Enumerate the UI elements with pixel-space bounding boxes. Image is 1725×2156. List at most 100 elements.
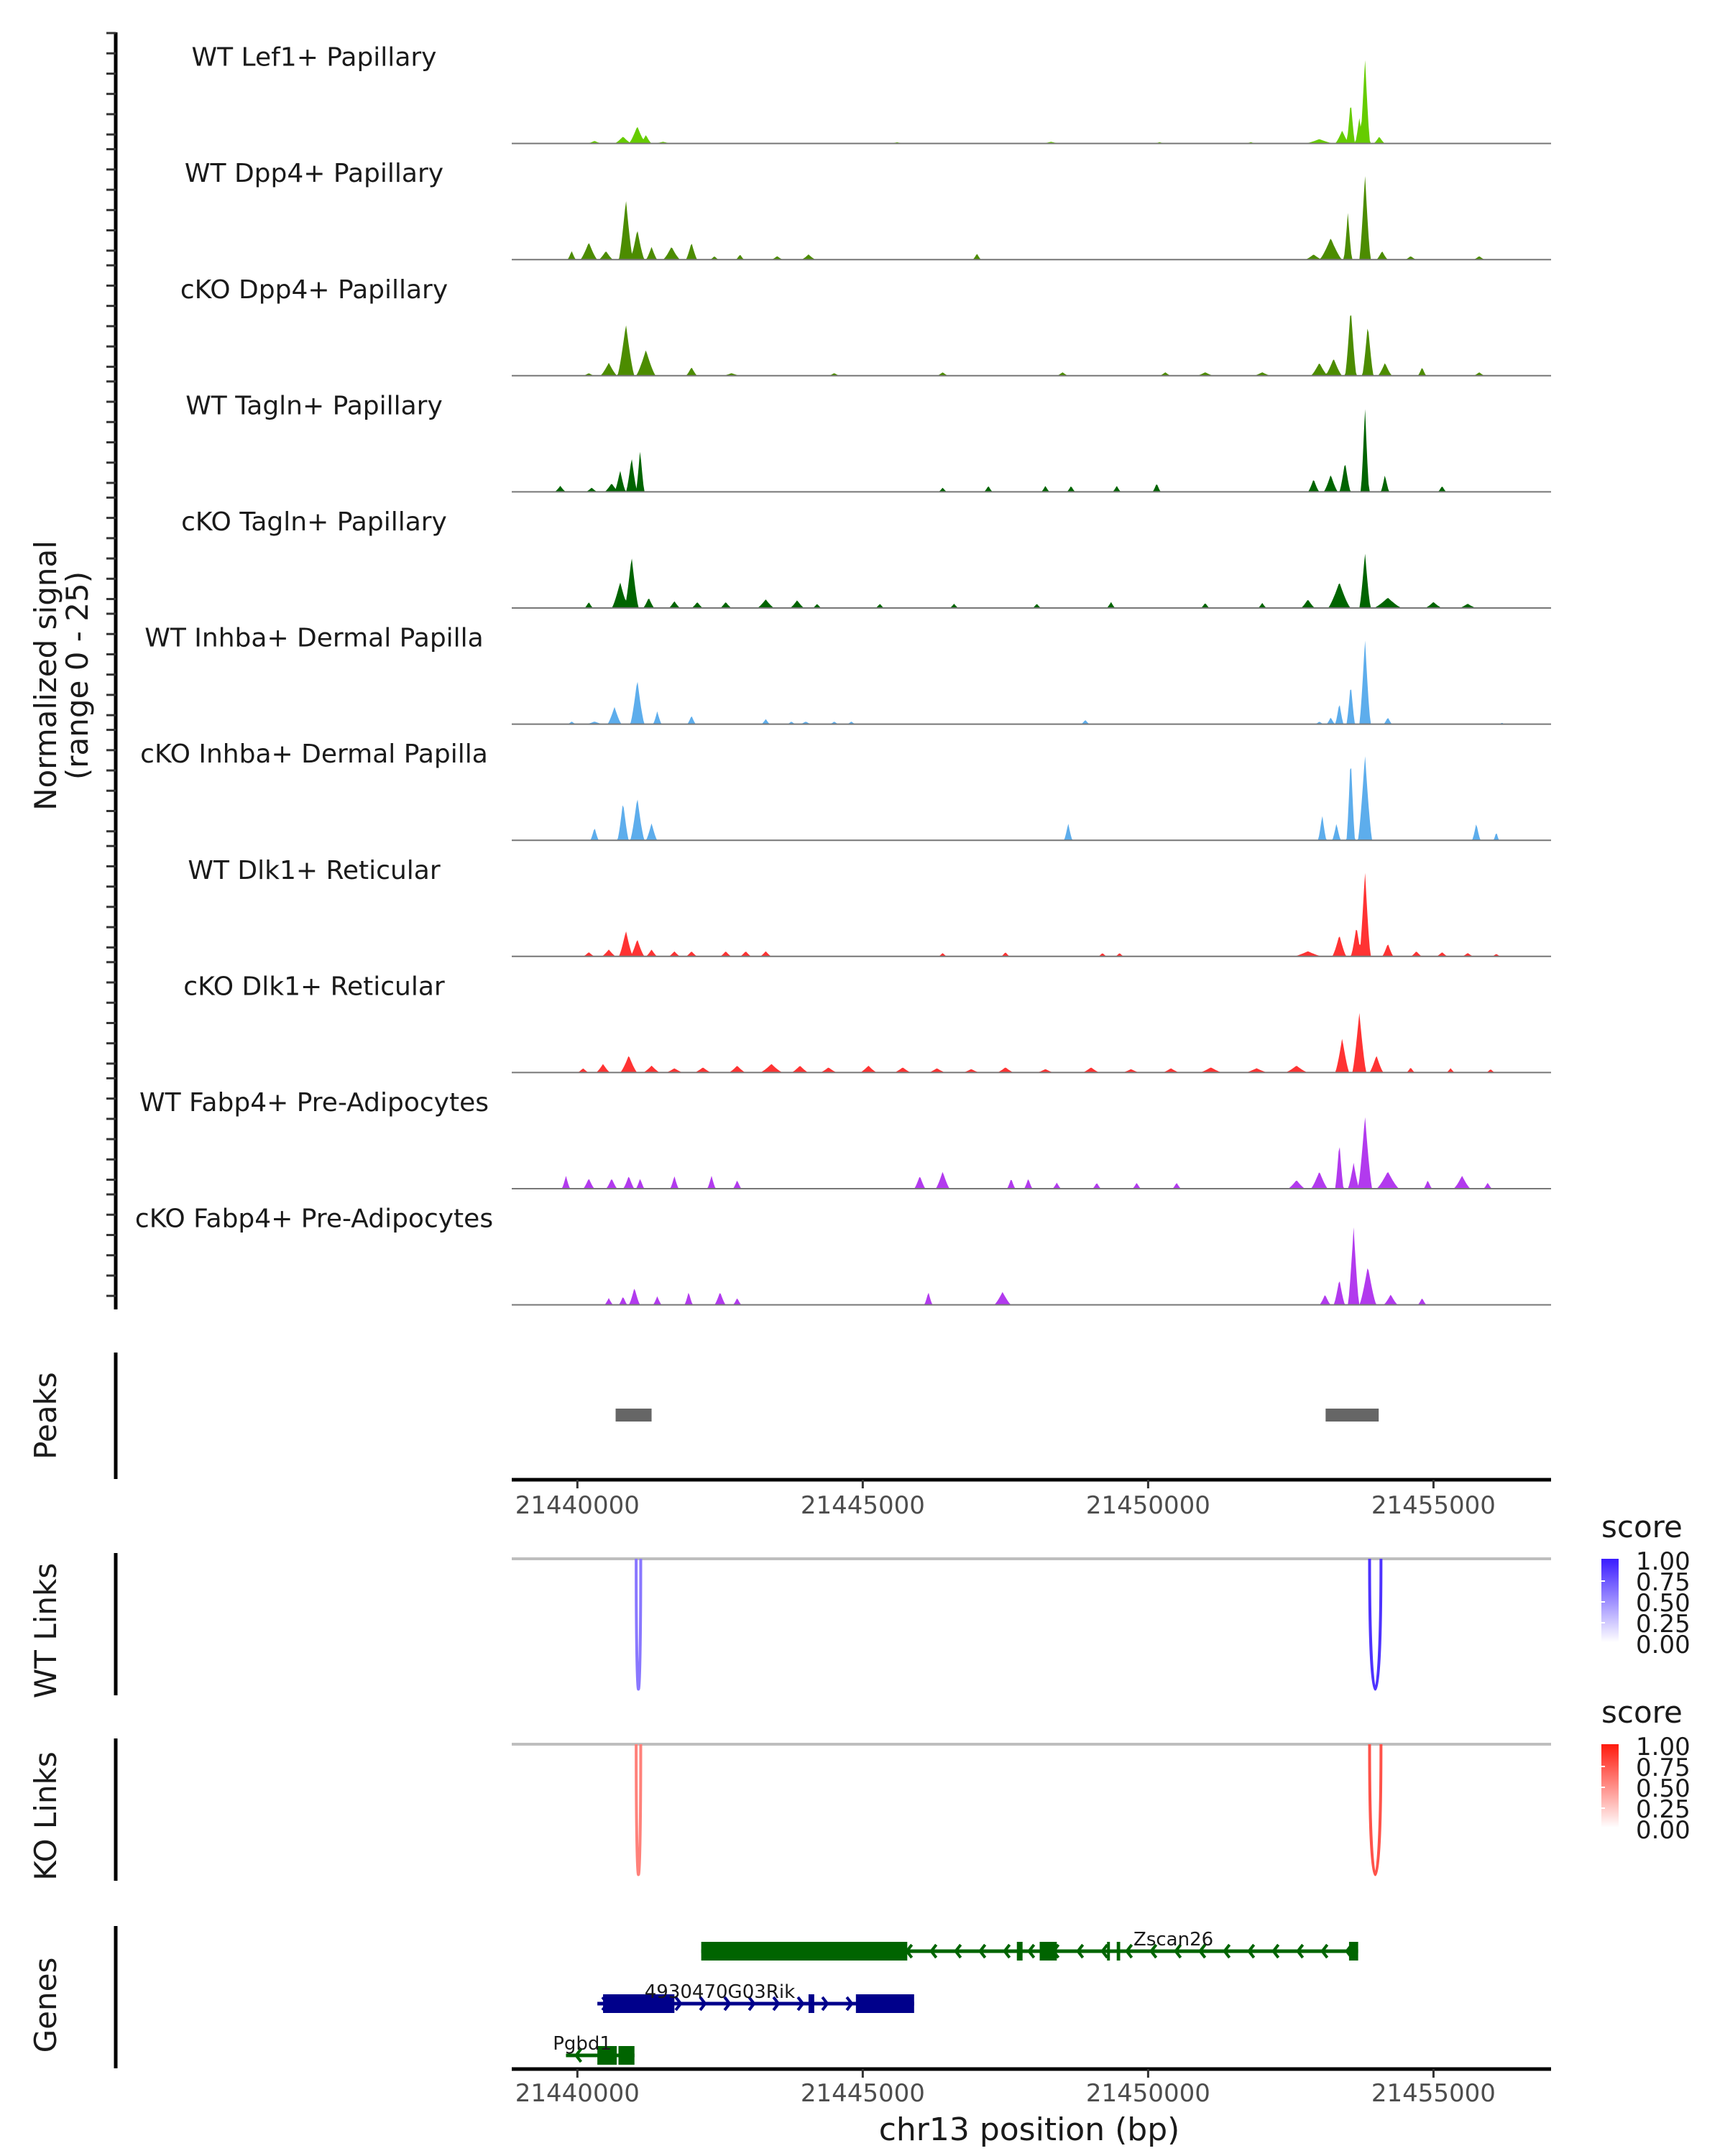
x-axis-title: chr13 position (bp) <box>879 2111 1180 2148</box>
strand-arrow <box>748 1996 756 2012</box>
strand-arrow <box>1198 1943 1207 1959</box>
gene-exon <box>1016 1942 1023 1961</box>
coverage-track: WT Fabp4+ Pre-Adipocytes <box>139 1088 1551 1189</box>
legend-tick-label: 1.00 <box>1636 1733 1690 1761</box>
legend-tick-label: 1.00 <box>1636 1547 1690 1576</box>
gene-exon <box>1107 1942 1110 1961</box>
legend-colorbar <box>1601 1744 1619 1828</box>
y-axis-title: Normalized signal (range 0 - 25) <box>28 540 95 811</box>
score-legend: score 1.000.750.500.250.00 <box>1601 1509 1690 1659</box>
x-axis-bottom: 21440000 21445000 21450000 21455000 <box>512 2067 1551 2108</box>
legend-tick-label: 0.50 <box>1636 1589 1690 1618</box>
legend-colorbar <box>1601 1559 1619 1642</box>
x-axis-tick-label: 21455000 <box>1371 1491 1496 1520</box>
strand-arrow <box>1076 1943 1085 1959</box>
link-arc <box>1368 1558 1383 1691</box>
strand-arrow <box>574 2047 583 2063</box>
strand-arrow <box>1320 1943 1329 1959</box>
coverage-signal-area <box>512 409 1551 492</box>
coverage-track: cKO Dlk1+ Reticular <box>183 972 1551 1074</box>
coverage-track: WT Tagln+ Papillary <box>185 391 1551 493</box>
x-axis-top: 21440000 21445000 21450000 21455000 <box>512 1478 1551 1520</box>
peaks-track-label: Peaks <box>28 1372 63 1460</box>
y-axis-title-line1: Normalized signal <box>28 540 63 811</box>
coverage-track-label: cKO Inhba+ Dermal Papilla <box>140 740 488 769</box>
coverage-track: cKO Inhba+ Dermal Papilla <box>140 740 1551 842</box>
strand-arrow <box>674 1996 683 2012</box>
links-track: WT Links score 1.000.750.500.250.00 <box>28 1509 1690 1698</box>
x-axis-tick-label: 21450000 <box>1086 2079 1210 2108</box>
gene: 4930470G03Rik <box>597 1981 914 2013</box>
strand-arrow <box>1149 1943 1158 1959</box>
gene-exon <box>701 1942 908 1961</box>
coverage-signal-area <box>512 1227 1551 1305</box>
strand-arrow <box>1100 1943 1109 1959</box>
coverage-track-label: cKO Dpp4+ Papillary <box>180 275 448 305</box>
gene: Pgbd1 <box>553 2033 635 2065</box>
coverage-track: cKO Fabp4+ Pre-Adipocytes <box>135 1204 1551 1306</box>
coverage-track: cKO Tagln+ Papillary <box>181 507 1551 609</box>
x-axis-tick-label: 21455000 <box>1371 2079 1496 2108</box>
coverage-track: cKO Dpp4+ Papillary <box>180 275 1551 377</box>
legend-tick-label: 0.25 <box>1636 1795 1690 1824</box>
strand-arrow <box>1174 1943 1182 1959</box>
strand-arrow <box>1125 1943 1133 1959</box>
gene-exon <box>603 1994 675 2013</box>
links-track: KO Links score 1.000.750.500.250.00 <box>28 1695 1690 1881</box>
link-arc <box>635 1743 643 1876</box>
gene-exon <box>855 1994 914 2013</box>
peak-region <box>1325 1409 1379 1422</box>
strand-arrow <box>954 1943 962 1959</box>
coverage-track-label: WT Tagln+ Papillary <box>185 391 443 420</box>
coverage-signal-area <box>512 553 1551 608</box>
gene-exon <box>808 1994 814 2013</box>
coverage-signal-area <box>512 1013 1551 1073</box>
coverage-signal-area <box>512 176 1551 260</box>
coverage-track-label: cKO Tagln+ Papillary <box>181 507 447 537</box>
legend-tick-label: 0.00 <box>1636 1631 1690 1659</box>
peak-region <box>615 1409 652 1422</box>
strand-arrow <box>1223 1943 1231 1959</box>
coverage-signal-area <box>512 756 1551 841</box>
strand-arrow <box>929 1943 938 1959</box>
gene-name-label: 4930470G03Rik <box>645 1981 795 2003</box>
x-axis-tick-label: 21445000 <box>801 1491 925 1520</box>
coverage-track: WT Inhba+ Dermal Papilla <box>144 624 1551 725</box>
gene-exon <box>618 2046 635 2065</box>
strand-arrow <box>772 1996 781 2012</box>
x-axis-tick-label: 21440000 <box>515 1491 640 1520</box>
strand-arrow <box>821 1996 829 2012</box>
gene-exon <box>1039 1942 1057 1961</box>
coverage-signal-area <box>512 60 1551 144</box>
strand-arrow <box>1027 1943 1036 1959</box>
legend-tick-label: 0.00 <box>1636 1816 1690 1845</box>
coverage-track-label: WT Dlk1+ Reticular <box>188 856 440 885</box>
links-track-label: WT Links <box>28 1563 63 1698</box>
coverage-track: WT Lef1+ Papillary <box>192 43 1551 144</box>
link-arc <box>635 1558 643 1691</box>
coverage-signal-area <box>512 315 1551 376</box>
coverage-signal-area <box>512 872 1551 957</box>
x-axis-tick-label: 21445000 <box>801 2079 925 2108</box>
gene-exon <box>597 2046 617 2065</box>
gene-exon <box>1116 1942 1121 1961</box>
score-legend: score 1.000.750.500.250.00 <box>1601 1695 1690 1845</box>
coverage-track: WT Dpp4+ Papillary <box>185 159 1551 261</box>
coverage-y-axis-ticks <box>106 32 116 1297</box>
coverage-track-label: WT Fabp4+ Pre-Adipocytes <box>139 1088 489 1118</box>
strand-arrow <box>1247 1943 1256 1959</box>
legend-tick-label: 0.50 <box>1636 1774 1690 1803</box>
coverage-signal-area <box>512 1117 1551 1189</box>
strand-arrow <box>796 1996 805 2012</box>
strand-arrow <box>1296 1943 1305 1959</box>
legend-tick-label: 0.75 <box>1636 1754 1690 1782</box>
gene-name-label: Pgbd1 <box>553 2033 612 2055</box>
strand-arrow <box>723 1996 732 2012</box>
coverage-track-label: WT Dpp4+ Papillary <box>185 159 443 188</box>
legend-title: score <box>1601 1509 1683 1544</box>
x-axis-tick-label: 21450000 <box>1086 1491 1210 1520</box>
strand-arrow <box>1271 1943 1280 1959</box>
gene: Zscan26 <box>701 1929 1358 1961</box>
peaks-track: Peaks <box>28 1353 1379 1479</box>
